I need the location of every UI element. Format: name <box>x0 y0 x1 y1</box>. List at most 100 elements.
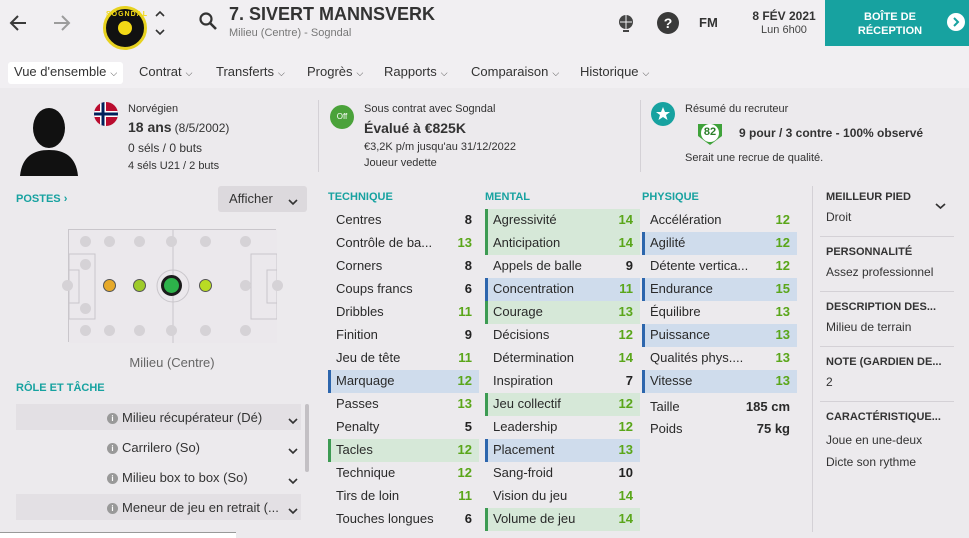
tab-progress[interactable]: Progrès ⌵ <box>301 62 369 84</box>
attribute-row[interactable]: Agilité 12 <box>642 232 797 255</box>
attribute-row[interactable]: Décisions 12 <box>485 324 640 347</box>
attribute-row[interactable]: Vitesse 13 <box>642 370 797 393</box>
role-row[interactable]: i Carrilero (So) <box>16 434 301 460</box>
attribute-row[interactable]: Jeu collectif 12 <box>485 393 640 416</box>
info-icon[interactable]: i <box>107 413 118 424</box>
tab-history[interactable]: Historique ⌵ <box>574 62 655 84</box>
tab-overview[interactable]: Vue d'ensemble ⌵ <box>8 62 124 84</box>
attribute-row[interactable]: Tirs de loin 11 <box>328 485 479 508</box>
contract-with: Sous contrat avec Sogndal <box>364 103 496 115</box>
attribute-label: Qualités phys.... <box>650 350 744 365</box>
attribute-row[interactable]: Concentration 11 <box>485 278 640 301</box>
attribute-row[interactable]: Inspiration 7 <box>485 370 640 393</box>
search-icon[interactable] <box>198 11 218 31</box>
tab-label: Contrat <box>139 64 182 79</box>
description-value: Milieu de terrain <box>826 320 912 334</box>
forward-arrow-icon[interactable] <box>48 10 74 36</box>
club-badge[interactable]: SOGNDAL <box>103 6 147 50</box>
attribute-label: Agressivité <box>493 212 557 227</box>
player-name: 7. SIVERT MANNSVERK <box>229 4 436 24</box>
attribute-row[interactable]: Accélération 12 <box>642 209 797 232</box>
attribute-label: Finition <box>336 327 378 342</box>
chevron-up-icon[interactable] <box>155 9 165 21</box>
attribute-row[interactable]: Endurance 15 <box>642 278 797 301</box>
help-icon[interactable]: ? <box>657 12 679 34</box>
tab-label: Transferts <box>216 64 275 79</box>
position-dot <box>240 236 251 247</box>
attribute-row[interactable]: Jeu de tête 11 <box>328 347 479 370</box>
tab-transfers[interactable]: Transferts ⌵ <box>210 62 291 84</box>
attribute-row[interactable]: Qualités phys.... 13 <box>642 347 797 370</box>
current-time: Lun 6h00 <box>761 24 807 36</box>
height-row: Taille 185 cm <box>642 396 797 419</box>
attribute-label: Inspiration <box>493 373 553 388</box>
attribute-row[interactable]: Dribbles 11 <box>328 301 479 324</box>
attribute-row[interactable]: Détente vertica... 12 <box>642 255 797 278</box>
attribute-label: Puissance <box>650 327 710 342</box>
attribute-row[interactable]: Touches longues 6 <box>328 508 479 531</box>
attribute-row[interactable]: Agressivité 14 <box>485 209 640 232</box>
back-arrow-icon[interactable] <box>6 10 32 36</box>
attribute-row[interactable]: Détermination 14 <box>485 347 640 370</box>
chevron-down-icon[interactable] <box>155 27 165 39</box>
attribute-value: 14 <box>618 212 633 227</box>
attribute-value: 11 <box>458 350 472 365</box>
attribute-label: Penalty <box>336 419 380 434</box>
nationality[interactable]: Norvégien <box>128 103 179 115</box>
globe-icon[interactable] <box>615 12 637 34</box>
recruiter-score: 82 <box>703 126 717 138</box>
attribute-row[interactable]: Leadership 12 <box>485 416 640 439</box>
highlight-bar <box>485 393 488 416</box>
attribute-row[interactable]: Sang-froid 10 <box>485 462 640 485</box>
attribute-row[interactable]: Technique 12 <box>328 462 479 485</box>
description-title: DESCRIPTION DES... <box>826 301 937 313</box>
inbox-button[interactable]: BOÎTE DE RÉCEPTION <box>825 0 969 46</box>
tab-comparison[interactable]: Comparaison ⌵ <box>465 62 565 84</box>
attribute-value: 13 <box>618 442 633 457</box>
role-row[interactable]: i Meneur de jeu en retrait (... <box>16 494 301 520</box>
attribute-row[interactable]: Passes 13 <box>328 393 479 416</box>
attribute-label: Leadership <box>493 419 558 434</box>
attribute-label: Endurance <box>650 281 713 296</box>
role-row[interactable]: i Milieu récupérateur (Dé) <box>16 404 301 430</box>
attribute-label: Tirs de loin <box>336 488 400 503</box>
attribute-row[interactable]: Appels de balle 9 <box>485 255 640 278</box>
attribute-row[interactable]: Marquage 12 <box>328 370 479 393</box>
chevron-down-icon[interactable] <box>935 197 946 215</box>
fm-logo[interactable]: FM <box>699 15 718 30</box>
attribute-row[interactable]: Coups francs 6 <box>328 278 479 301</box>
attribute-row[interactable]: Centres 8 <box>328 209 479 232</box>
tab-reports[interactable]: Rapports ⌵ <box>378 62 454 84</box>
info-icon[interactable]: i <box>107 503 118 514</box>
attribute-label: Placement <box>493 442 555 457</box>
role-label: Meneur de jeu en retrait (... <box>122 500 279 515</box>
chevron-down-icon <box>288 443 298 458</box>
attribute-row[interactable]: Finition 9 <box>328 324 479 347</box>
player-subtitle[interactable]: Milieu (Centre) - Sogndal <box>229 27 352 39</box>
role-row[interactable]: i Milieu box to box (So) <box>16 464 301 490</box>
info-icon[interactable]: i <box>107 473 118 484</box>
attribute-row[interactable]: Courage 13 <box>485 301 640 324</box>
attribute-value: 12 <box>457 465 472 480</box>
attribute-row[interactable]: Corners 8 <box>328 255 479 278</box>
info-icon[interactable]: i <box>107 443 118 454</box>
position-label: Milieu (Centre) <box>129 355 215 370</box>
attribute-row[interactable]: Tacles 12 <box>328 439 479 462</box>
recruiter-score-badge[interactable]: 82 <box>695 121 725 145</box>
attribute-row[interactable]: Puissance 13 <box>642 324 797 347</box>
attribute-row[interactable]: Anticipation 14 <box>485 232 640 255</box>
attribute-row[interactable]: Vision du jeu 14 <box>485 485 640 508</box>
role-list-scrollbar[interactable] <box>305 404 309 472</box>
attribute-row[interactable]: Volume de jeu 14 <box>485 508 640 531</box>
show-dropdown[interactable]: Afficher <box>218 186 307 212</box>
weight-value: 75 kg <box>756 421 790 436</box>
attribute-row[interactable]: Placement 13 <box>485 439 640 462</box>
positions-title[interactable]: POSTES › <box>16 193 67 205</box>
attribute-row[interactable]: Penalty 5 <box>328 416 479 439</box>
attribute-label: Détermination <box>493 350 574 365</box>
player-value: Évalué à €825K <box>364 120 466 136</box>
attribute-row[interactable]: Contrôle de ba... 13 <box>328 232 479 255</box>
star-icon <box>651 102 675 126</box>
attribute-row[interactable]: Équilibre 13 <box>642 301 797 324</box>
tab-contract[interactable]: Contrat ⌵ <box>133 62 198 84</box>
